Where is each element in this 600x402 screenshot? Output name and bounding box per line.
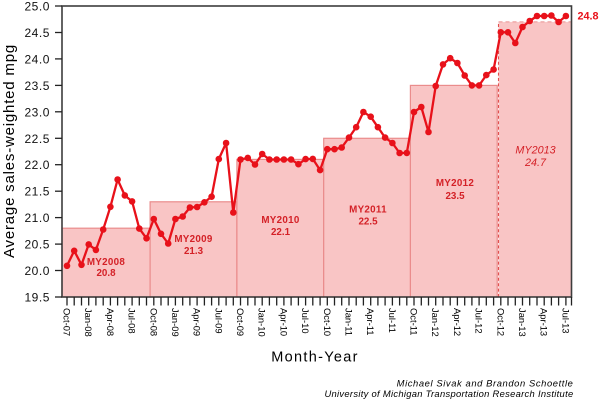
svg-text:Jan-09: Jan-09	[170, 308, 181, 337]
svg-text:22.5: 22.5	[24, 132, 50, 146]
svg-text:22.1: 22.1	[271, 227, 291, 238]
svg-text:Oct-11: Oct-11	[409, 308, 420, 335]
svg-text:MY2009: MY2009	[174, 234, 213, 245]
svg-text:22.0: 22.0	[24, 158, 50, 172]
svg-text:Michael Sivak and Brandon Scho: Michael Sivak and Brandon Schoettle	[397, 377, 574, 388]
svg-text:Jul-13: Jul-13	[560, 308, 571, 334]
svg-text:Month-Year: Month-Year	[271, 350, 358, 366]
svg-text:21.3: 21.3	[184, 246, 204, 257]
svg-text:MY2011: MY2011	[349, 205, 387, 216]
svg-text:24.8: 24.8	[578, 11, 599, 23]
svg-text:Oct-07: Oct-07	[62, 308, 73, 336]
svg-text:Apr-08: Apr-08	[105, 308, 116, 336]
svg-text:20.0: 20.0	[24, 264, 50, 278]
svg-text:Oct-09: Oct-09	[235, 308, 246, 336]
svg-text:Apr-11: Apr-11	[365, 308, 376, 335]
svg-text:23.5: 23.5	[24, 79, 50, 93]
svg-text:Oct-08: Oct-08	[148, 308, 159, 336]
svg-text:Apr-09: Apr-09	[192, 308, 203, 336]
svg-text:MY2013: MY2013	[515, 145, 555, 157]
svg-text:Jan-10: Jan-10	[257, 308, 268, 337]
svg-text:Oct-12: Oct-12	[495, 308, 506, 336]
svg-text:21.0: 21.0	[24, 211, 50, 225]
svg-text:Jul-08: Jul-08	[127, 308, 138, 334]
svg-text:23.5: 23.5	[445, 191, 465, 202]
svg-text:Jul-09: Jul-09	[213, 308, 224, 334]
svg-text:25.0: 25.0	[24, 0, 50, 14]
svg-text:21.5: 21.5	[24, 185, 50, 199]
svg-text:Apr-10: Apr-10	[278, 308, 289, 336]
svg-text:20.5: 20.5	[24, 238, 50, 252]
svg-text:MY2012: MY2012	[436, 178, 475, 189]
svg-text:MY2010: MY2010	[261, 215, 300, 226]
svg-text:24.5: 24.5	[24, 26, 50, 40]
svg-text:24.0: 24.0	[24, 52, 50, 66]
svg-text:Jan-08: Jan-08	[83, 308, 94, 337]
svg-text:Jul-11: Jul-11	[387, 308, 398, 333]
svg-text:24.7: 24.7	[524, 157, 547, 169]
svg-text:19.5: 19.5	[24, 291, 50, 305]
svg-text:University of Michigan Transpo: University of Michigan Transportation Re…	[324, 388, 573, 399]
svg-text:Jan-11: Jan-11	[344, 308, 355, 336]
svg-text:23.0: 23.0	[24, 105, 50, 119]
svg-text:MY2008: MY2008	[87, 257, 126, 268]
svg-text:Jan-12: Jan-12	[430, 308, 441, 337]
svg-text:Average sales-weighted mpg: Average sales-weighted mpg	[1, 44, 18, 258]
svg-text:Jul-10: Jul-10	[300, 308, 311, 334]
svg-text:Apr-12: Apr-12	[452, 308, 463, 336]
svg-text:Jan-13: Jan-13	[517, 308, 528, 337]
svg-text:Apr-13: Apr-13	[539, 308, 550, 336]
svg-text:Oct-10: Oct-10	[322, 308, 333, 336]
svg-text:20.8: 20.8	[96, 268, 116, 279]
svg-text:22.5: 22.5	[358, 217, 378, 228]
svg-text:Jul-12: Jul-12	[474, 308, 485, 334]
